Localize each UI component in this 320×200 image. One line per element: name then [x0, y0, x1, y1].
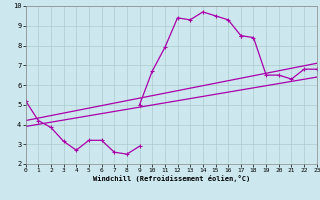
X-axis label: Windchill (Refroidissement éolien,°C): Windchill (Refroidissement éolien,°C) — [92, 175, 250, 182]
